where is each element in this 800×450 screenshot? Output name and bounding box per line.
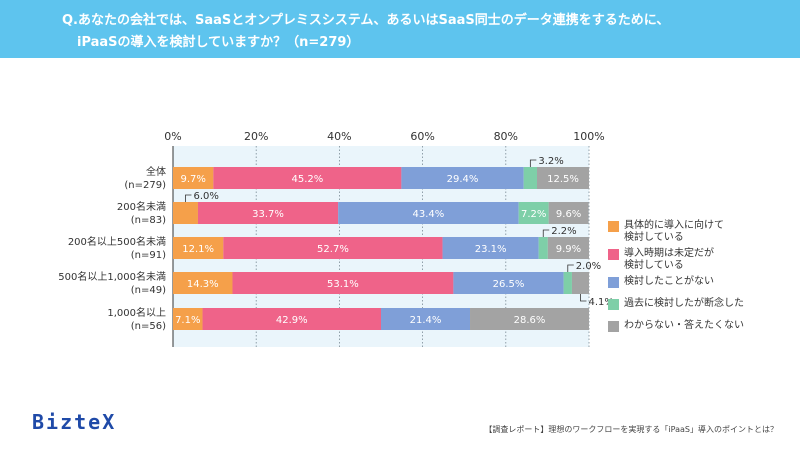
data-label: 7.2%	[521, 209, 546, 220]
legend-item-5: わからない・答えたくない	[608, 320, 744, 342]
bar-segment	[538, 237, 548, 259]
category-sublabel: (n=91)	[131, 250, 166, 261]
bar-segment	[173, 167, 214, 189]
x-tick-label: 60%	[410, 130, 434, 143]
data-label: 12.5%	[547, 174, 579, 185]
callout-leader	[567, 264, 574, 272]
footer-caption: 【調査レポート】理想のワークフローを実現する「iPaaS」導入のポイントとは？	[484, 425, 778, 434]
legend-label-2: 導入時期は未定だが 検討している	[624, 248, 714, 271]
legend-item-2: 導入時期は未定だが 検討している	[608, 248, 744, 276]
data-label: 21.4%	[410, 315, 442, 326]
x-tick-label: 100%	[573, 130, 604, 143]
bar-segment	[563, 272, 572, 294]
data-label-callout: 2.0%	[576, 261, 601, 272]
bar-segment	[518, 202, 549, 224]
question-line-1: Q.あなたの会社では、SaaSとオンプレミスシステム、あるいはSaaS同士のデー…	[62, 13, 670, 28]
bar-segment	[197, 202, 339, 224]
bar-segment	[523, 167, 537, 189]
data-label: 9.6%	[556, 209, 581, 220]
question-header: Q.あなたの会社では、SaaSとオンプレミスシステム、あるいはSaaS同士のデー…	[0, 0, 800, 58]
bar-segment	[548, 202, 589, 224]
category-sublabel: (n=49)	[131, 285, 166, 296]
bar-segment	[381, 308, 471, 330]
data-label-callout: 4.1%	[588, 297, 613, 308]
category-label: 200名以上500名未満	[68, 235, 166, 248]
bar-segment	[453, 272, 564, 294]
data-label-callout: 6.0%	[193, 191, 218, 202]
data-label: 14.3%	[187, 279, 219, 290]
bar-segment	[173, 272, 233, 294]
legend-swatch-2	[608, 249, 619, 260]
bar-segment	[470, 308, 589, 330]
data-label: 33.7%	[252, 209, 284, 220]
x-tick-label: 40%	[327, 130, 351, 143]
category-label: 1,000名以上	[107, 306, 166, 319]
data-label: 53.1%	[327, 279, 359, 290]
category-label: 200名未満	[117, 200, 166, 213]
bar-segment	[173, 237, 224, 259]
bar-segment	[442, 237, 539, 259]
bar-segment	[401, 167, 524, 189]
data-label-callout: 2.2%	[551, 226, 576, 237]
bar-segment	[537, 167, 589, 189]
bar-segment	[173, 202, 198, 224]
data-label: 12.1%	[182, 244, 214, 255]
legend-item-4: 過去に検討したが断念した	[608, 298, 744, 320]
data-label: 9.9%	[556, 244, 581, 255]
data-label: 52.7%	[317, 244, 349, 255]
category-label: 500名以上1,000名未満	[58, 270, 166, 283]
legend-label-5: わからない・答えたくない	[624, 320, 744, 331]
category-sublabel: (n=279)	[124, 180, 166, 191]
x-tick-label: 0%	[164, 130, 181, 143]
chart-legend: 具体的に導入に向けて 検討している 導入時期は未定だが 検討している 検討したこ…	[608, 220, 744, 342]
data-label: 42.9%	[276, 315, 308, 326]
category-sublabel: (n=56)	[131, 321, 166, 332]
callout-leader	[529, 159, 537, 167]
legend-swatch-3	[608, 277, 619, 288]
data-label: 26.5%	[493, 279, 525, 290]
legend-item-3: 検討したことがない	[608, 276, 744, 298]
callout-leader	[542, 229, 550, 237]
biztex-logo: BizteX	[32, 410, 117, 434]
x-tick-label: 80%	[494, 130, 518, 143]
legend-label-1: 具体的に導入に向けて 検討している	[624, 220, 724, 243]
data-label: 45.2%	[291, 174, 323, 185]
bar-segment	[547, 237, 589, 259]
legend-item-1: 具体的に導入に向けて 検討している	[608, 220, 744, 248]
bar-segment	[213, 167, 402, 189]
callout-leader	[580, 294, 587, 302]
question-line-2: iPaaSの導入を検討していますか？（n=279）	[77, 35, 360, 50]
data-label: 9.7%	[180, 174, 205, 185]
data-label: 43.4%	[413, 209, 445, 220]
legend-swatch-4	[608, 299, 619, 310]
legend-swatch-1	[608, 221, 619, 232]
data-label-callout: 3.2%	[538, 156, 563, 167]
bar-segment	[173, 308, 203, 330]
category-label: 全体	[146, 165, 166, 178]
bar-segment	[223, 237, 443, 259]
bar-segment	[232, 272, 454, 294]
callout-leader	[185, 194, 192, 202]
data-label: 23.1%	[475, 244, 507, 255]
legend-label-3: 検討したことがない	[624, 276, 714, 287]
legend-swatch-5	[608, 321, 619, 332]
data-label: 7.1%	[175, 315, 200, 326]
data-label: 28.6%	[514, 315, 546, 326]
bar-segment	[338, 202, 519, 224]
legend-label-4: 過去に検討したが断念した	[624, 298, 744, 309]
bar-segment	[202, 308, 381, 330]
bar-segment	[571, 272, 589, 294]
data-label: 29.4%	[447, 174, 479, 185]
x-tick-label: 20%	[244, 130, 268, 143]
category-sublabel: (n=83)	[131, 215, 166, 226]
